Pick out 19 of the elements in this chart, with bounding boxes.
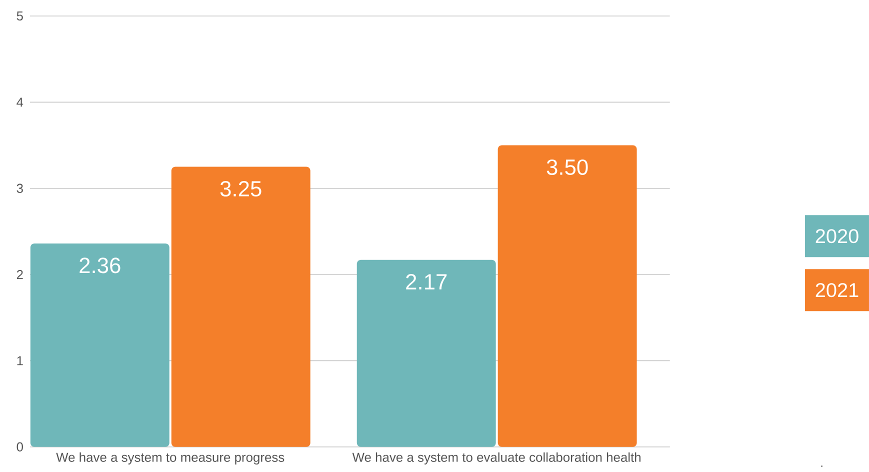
data-label: 3.50 bbox=[546, 160, 588, 176]
text: 2021 bbox=[816, 283, 858, 298]
y-tick-label: 0 bbox=[16, 442, 23, 452]
x-tick-label: We have a system to evaluate collaboration health bbox=[352, 452, 640, 465]
y-tick-label: 3 bbox=[16, 184, 23, 193]
text: 2020 bbox=[816, 229, 858, 244]
data-label: 3.25 bbox=[220, 181, 262, 197]
text: . bbox=[821, 466, 822, 467]
data-label: 2.36 bbox=[80, 258, 120, 274]
x-tick-label: We have a system to measure progress bbox=[56, 452, 284, 465]
data-label: 2.17 bbox=[406, 274, 447, 290]
bar bbox=[30, 244, 170, 447]
y-tick-label: 5 bbox=[16, 12, 23, 21]
y-tick-label: 2 bbox=[16, 270, 23, 280]
y-tick-label: 4 bbox=[16, 98, 24, 107]
bar bbox=[356, 260, 496, 447]
bar bbox=[498, 145, 637, 447]
y-tick-label: 1 bbox=[17, 356, 23, 366]
bar bbox=[171, 166, 310, 447]
